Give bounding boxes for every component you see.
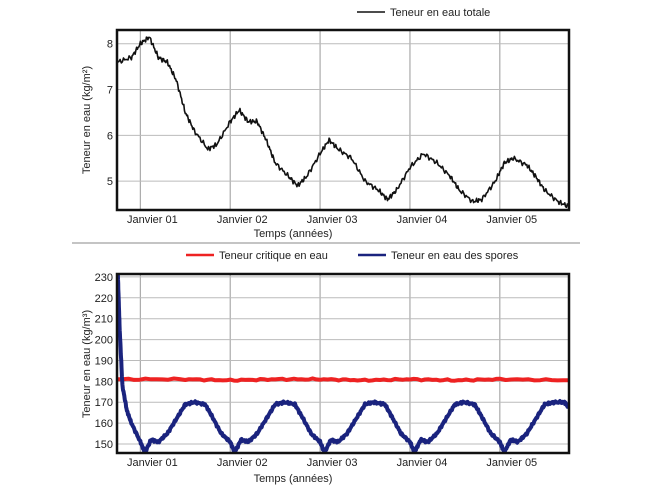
y-tick-label: 7	[107, 85, 113, 97]
x-tick-label: Janvier 04	[397, 457, 448, 469]
series-line-0	[117, 376, 569, 383]
legend-bottom: Teneur critique en eau Teneur en eau des…	[186, 250, 519, 262]
y-tick-label: 210	[95, 314, 113, 326]
legend-label-total: Teneur en eau totale	[390, 7, 490, 19]
y-axis-label-bottom: Teneur en eau (kg/m³)	[81, 310, 93, 418]
y-tick-label: 5	[107, 176, 113, 188]
y-tick-label: 6	[107, 130, 113, 142]
plot-total-water: Janvier 01 Janvier 02 Janvier 03 Janvier 04…	[107, 28, 571, 226]
plot-area	[117, 274, 569, 453]
plot-border	[115, 28, 571, 212]
x-tick-label: Janvier 03	[307, 214, 358, 226]
y-tick-label: 230	[95, 272, 113, 284]
x-tick-label: Janvier 04	[397, 214, 448, 226]
x-tick-label: Janvier 01	[127, 457, 178, 469]
y-tick-label: 190	[95, 355, 113, 367]
legend-label-spores: Teneur en eau des spores	[391, 250, 519, 262]
x-tick-label: Janvier 05	[486, 214, 537, 226]
y-tick-label: 200	[95, 335, 113, 347]
series-line-0	[117, 36, 569, 209]
y-tick-label: 8	[107, 39, 113, 51]
y-tick-label: 180	[95, 376, 113, 388]
x-tick-label: Janvier 03	[307, 457, 358, 469]
series-line-1	[117, 274, 569, 453]
y-tick-label: 160	[95, 418, 113, 430]
legend-top: Teneur en eau totale	[357, 7, 490, 19]
x-axis-label-bottom: Temps (années)	[254, 473, 333, 485]
plot-spore-water: Janvier 01 Janvier 02 Janvier 03 Janvier 04…	[95, 272, 571, 469]
y-tick-label: 220	[95, 293, 113, 305]
x-tick-label: Janvier 02	[217, 457, 268, 469]
y-tick-label: 170	[95, 397, 113, 409]
y-tick-label: 150	[95, 439, 113, 451]
plot-border	[115, 272, 571, 455]
x-axis-label-top: Temps (années)	[254, 228, 333, 240]
x-tick-label: Janvier 01	[127, 214, 178, 226]
x-tick-label: Janvier 02	[217, 214, 268, 226]
y-axis-label-top: Teneur en eau (kg/m²)	[81, 66, 93, 174]
plot-area	[117, 30, 569, 210]
legend-label-critical: Teneur critique en eau	[219, 250, 328, 262]
x-tick-label: Janvier 05	[486, 457, 537, 469]
